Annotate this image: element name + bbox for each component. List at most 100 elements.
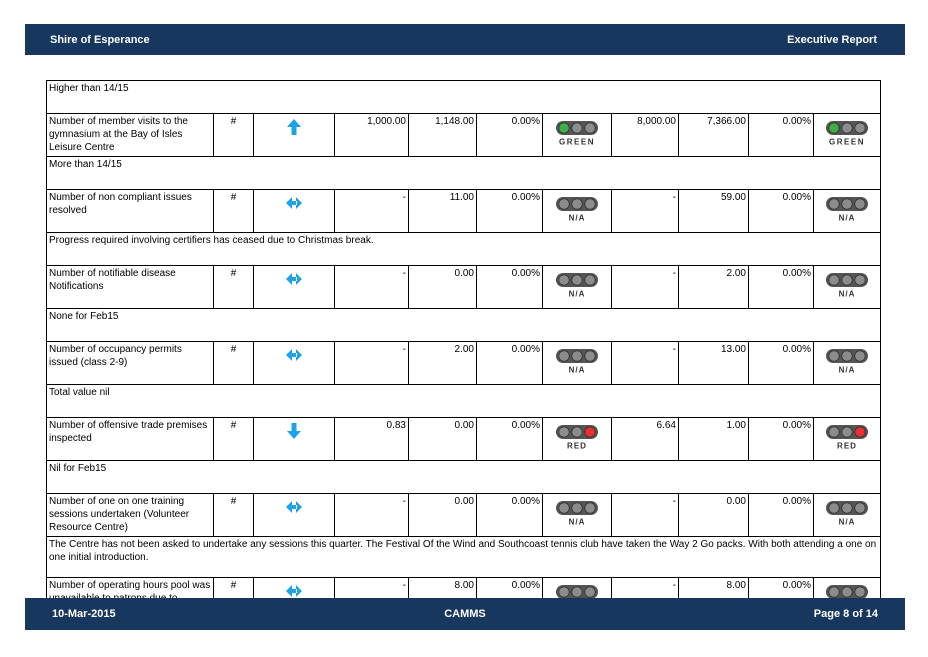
period-target: - xyxy=(334,493,409,537)
status-label: N/A xyxy=(839,214,856,223)
measure-unit: # xyxy=(213,189,254,233)
ytd-status: GREEN xyxy=(812,113,882,157)
period-variance: 0.00% xyxy=(476,189,543,233)
measure-unit: # xyxy=(213,417,254,461)
status-label: N/A xyxy=(569,366,586,375)
status-label: RED xyxy=(567,442,587,451)
ytd-actual: 13.00 xyxy=(678,341,749,385)
comment-row: Nil for Feb15 xyxy=(45,460,882,494)
ytd-actual: 59.00 xyxy=(678,189,749,233)
traffic-light-icon: N/A xyxy=(556,501,598,527)
traffic-light-icon: RED xyxy=(826,425,869,450)
ytd-actual: 1.00 xyxy=(678,417,749,461)
trend-down-arrow-icon xyxy=(287,423,301,439)
trend-steady-arrow-icon xyxy=(286,273,302,285)
kpi-table-body: Higher than 14/15 Number of member visits… xyxy=(45,80,882,621)
period-status: RED xyxy=(542,417,612,461)
traffic-light-icon: N/A xyxy=(556,349,598,375)
measure-unit: # xyxy=(213,265,254,309)
period-variance: 0.00% xyxy=(476,265,543,309)
traffic-light-icon: N/A xyxy=(826,501,869,527)
trend-cell xyxy=(253,493,335,537)
trend-steady-arrow-icon xyxy=(286,349,302,361)
page-number: Page 8 of 14 xyxy=(813,608,878,620)
measure-unit: # xyxy=(213,341,254,385)
trend-cell xyxy=(253,417,335,461)
period-target: - xyxy=(334,189,409,233)
traffic-light-icon: N/A xyxy=(826,273,869,298)
status-label: N/A xyxy=(569,290,586,299)
ytd-variance: 0.00% xyxy=(748,113,814,157)
report-date: 10-Mar-2015 xyxy=(52,608,116,620)
status-label: GREEN xyxy=(559,138,595,147)
ytd-target: - xyxy=(611,341,679,385)
ytd-variance: 0.00% xyxy=(748,417,814,461)
ytd-target: 8,000.00 xyxy=(611,113,679,157)
traffic-light-icon: GREEN xyxy=(826,121,869,147)
period-target: 1,000.00 xyxy=(334,113,409,157)
status-label: N/A xyxy=(569,214,586,223)
measure-row: Number of occupancy permits issued (clas… xyxy=(46,341,882,385)
trend-cell xyxy=(253,189,335,233)
trend-steady-arrow-icon xyxy=(286,585,302,597)
trend-up-arrow-icon xyxy=(287,119,301,135)
ytd-target: - xyxy=(611,265,679,309)
comment-row: Total value nil xyxy=(45,384,882,418)
status-label: N/A xyxy=(839,366,856,375)
measure-row: Number of notifiable disease Notificatio… xyxy=(46,265,882,309)
measure-row: Number of non compliant issues resolved #… xyxy=(46,189,882,233)
ytd-status: RED xyxy=(812,417,882,461)
period-status: GREEN xyxy=(542,113,612,157)
period-actual: 0.00 xyxy=(408,417,477,461)
comment-text: Total value nil xyxy=(45,384,882,418)
measure-name: Number of notifiable disease Notificatio… xyxy=(46,265,214,309)
comment-row: The Centre has not been asked to underta… xyxy=(45,536,882,578)
status-label: GREEN xyxy=(829,138,865,147)
period-actual: 11.00 xyxy=(408,189,477,233)
ytd-actual: 0.00 xyxy=(678,493,749,537)
period-status: N/A xyxy=(542,265,612,309)
period-status: N/A xyxy=(542,341,612,385)
ytd-target: - xyxy=(611,493,679,537)
ytd-status: N/A xyxy=(812,493,882,537)
comment-text: More than 14/15 xyxy=(45,156,882,190)
period-variance: 0.00% xyxy=(476,341,543,385)
period-status: N/A xyxy=(542,189,612,233)
period-actual: 0.00 xyxy=(408,265,477,309)
comment-row: Higher than 14/15 xyxy=(45,80,882,114)
period-target: - xyxy=(334,341,409,385)
traffic-light-icon: N/A xyxy=(826,349,869,375)
comment-text: Progress required involving certifiers h… xyxy=(45,232,882,266)
comment-text: Nil for Feb15 xyxy=(45,460,882,494)
organisation-name: Shire of Esperance xyxy=(50,33,150,46)
comment-text: None for Feb15 xyxy=(45,308,882,342)
status-label: N/A xyxy=(569,518,586,527)
trend-cell xyxy=(253,113,335,157)
status-label: N/A xyxy=(839,518,856,527)
trend-cell xyxy=(253,265,335,309)
traffic-light-icon: N/A xyxy=(556,273,598,299)
ytd-target: 6.64 xyxy=(611,417,679,461)
comment-row: More than 14/15 xyxy=(45,156,882,190)
traffic-light-icon: N/A xyxy=(826,197,869,223)
comment-text: The Centre has not been asked to underta… xyxy=(45,536,882,578)
measure-row: Number of one on one training sessions u… xyxy=(46,493,882,537)
ytd-status: N/A xyxy=(812,189,882,233)
ytd-status: N/A xyxy=(812,265,882,309)
period-target: - xyxy=(334,265,409,309)
measure-row: Number of member visits to the gymnasium… xyxy=(46,113,882,157)
period-variance: 0.00% xyxy=(476,493,543,537)
measure-name: Number of member visits to the gymnasium… xyxy=(46,113,214,157)
period-target: 0.83 xyxy=(334,417,409,461)
ytd-variance: 0.00% xyxy=(748,265,814,309)
traffic-light-icon: GREEN xyxy=(556,121,598,147)
period-variance: 0.00% xyxy=(476,113,543,157)
comment-text: Higher than 14/15 xyxy=(45,80,882,114)
ytd-variance: 0.00% xyxy=(748,189,814,233)
trend-steady-arrow-icon xyxy=(286,197,302,209)
ytd-variance: 0.00% xyxy=(748,341,814,385)
header-bar: Shire of Esperance Executive Report xyxy=(25,24,905,55)
system-name: CAMMS xyxy=(444,608,486,620)
period-status: N/A xyxy=(542,493,612,537)
ytd-actual: 7,366.00 xyxy=(678,113,749,157)
